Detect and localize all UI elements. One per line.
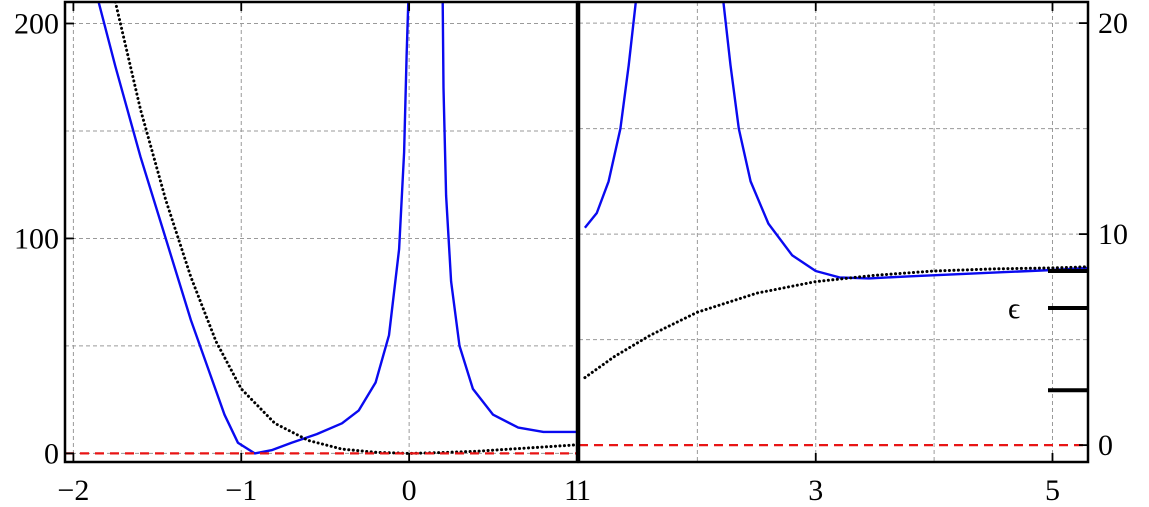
epsilon-label: ϵ — [1008, 292, 1020, 325]
plot-frame — [577, 0, 1090, 464]
y-tick-label: 200 — [14, 7, 59, 40]
x-tick-label: 0 — [402, 474, 417, 507]
y-tick-label: 100 — [14, 222, 59, 255]
x-tick-label: 1 — [576, 474, 591, 507]
y-tick-label: 0 — [1098, 429, 1113, 462]
y-tick-label: 10 — [1098, 218, 1128, 251]
y-tick-label: 0 — [44, 437, 59, 470]
x-tick-label: −1 — [225, 474, 257, 507]
left-panel: −2 −1 0 1 0 100 200 — [14, 0, 579, 507]
series-line-blue — [97, 2, 410, 455]
series-line-dotted — [113, 2, 577, 455]
plot-area — [65, 2, 577, 455]
plot-frame — [63, 0, 579, 464]
x-tick-label: 3 — [808, 474, 823, 507]
y-tick-label: 20 — [1098, 7, 1128, 40]
right-panel: 1 3 5 0 10 20 ϵ — [576, 0, 1128, 507]
x-tick-label: 5 — [1045, 474, 1060, 507]
series-line-blue — [722, 2, 1088, 280]
plot-area — [579, 2, 1088, 447]
series-line-blue — [441, 2, 577, 434]
series-line-blue — [583, 2, 637, 229]
x-tick-label: −2 — [57, 474, 89, 507]
series-line-dotted — [583, 265, 1088, 380]
x-tick-label: 1 — [564, 474, 579, 507]
